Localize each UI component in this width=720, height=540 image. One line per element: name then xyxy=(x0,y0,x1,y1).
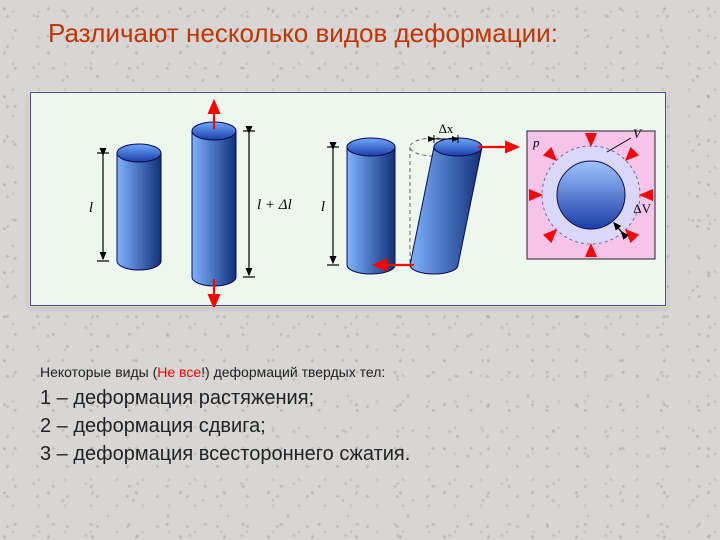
svg-text:p: p xyxy=(532,135,540,150)
caption-intro: Некоторые виды (Не все!) деформаций твер… xyxy=(40,364,385,380)
figure-frame: ll + ΔlΔxlpVΔV xyxy=(30,92,666,306)
caption-intro-suffix: !) деформаций твердых тел: xyxy=(201,364,385,380)
caption-intro-highlight: Не все xyxy=(157,364,201,380)
caption-item: 3 – деформация всестороннего сжатия. xyxy=(40,440,410,468)
caption-block: Некоторые виды (Не все!) деформаций твер… xyxy=(40,362,410,468)
page-title: Различают несколько видов деформации: xyxy=(48,18,558,49)
caption-item: 1 – деформация растяжения; xyxy=(40,384,410,412)
svg-text:Δx: Δx xyxy=(439,121,454,136)
caption-item: 2 – деформация сдвига; xyxy=(40,412,410,440)
deformation-diagram: ll + ΔlΔxlpVΔV xyxy=(31,93,667,307)
svg-text:ΔV: ΔV xyxy=(633,201,651,216)
svg-text:l: l xyxy=(321,199,325,215)
caption-intro-prefix: Некоторые виды ( xyxy=(40,364,157,380)
svg-text:l + Δl: l + Δl xyxy=(257,197,292,213)
svg-text:l: l xyxy=(89,200,93,216)
